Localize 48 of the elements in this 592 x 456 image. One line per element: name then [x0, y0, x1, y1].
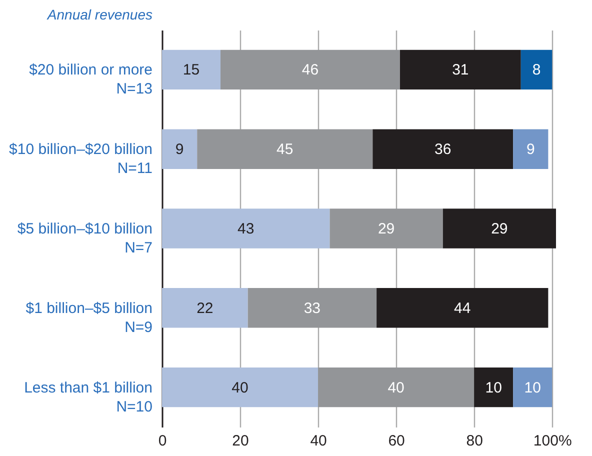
y-tick-label: $5 billion–$10 billion N=7	[17, 220, 152, 256]
data-label: 40	[388, 379, 404, 396]
bar	[442, 208, 556, 248]
data-label: 29	[378, 220, 395, 238]
y-tick-label: Less than $1 billion N=10	[24, 379, 152, 416]
bar	[520, 50, 552, 90]
bar	[318, 367, 474, 408]
data-label: 43	[238, 220, 254, 238]
bar	[162, 367, 318, 408]
y-tick-label: $1 billion–$5 billion N=9	[26, 300, 152, 336]
bar	[330, 208, 443, 248]
x-tick-label: 20	[232, 432, 249, 450]
data-label: 45	[276, 141, 294, 158]
y-axis-title: Annual revenues	[46, 6, 152, 22]
data-label: 9	[526, 141, 535, 158]
y-tick-label: $20 billion or more N=13	[29, 62, 152, 98]
data-label: 40	[232, 379, 248, 396]
data-label: 10	[485, 379, 502, 396]
bar	[162, 129, 198, 169]
data-label: 8	[532, 62, 541, 79]
bar	[162, 288, 248, 328]
data-label: 9	[175, 141, 184, 158]
bar	[376, 288, 548, 328]
x-tick-label: 100%	[533, 432, 572, 450]
x-tick-label: 80	[466, 432, 483, 450]
bar	[513, 367, 552, 408]
data-label: 44	[454, 300, 471, 317]
bar	[372, 129, 514, 169]
y-tick-label: $10 billion–$20 billion N=11	[9, 141, 152, 178]
data-label: 10	[524, 379, 541, 396]
bar	[474, 367, 514, 408]
data-label: 33	[304, 300, 321, 317]
bar	[197, 129, 373, 169]
data-label: 29	[491, 220, 508, 238]
x-tick-label: 0	[158, 432, 167, 450]
data-label: 22	[196, 300, 214, 317]
bar	[248, 288, 377, 328]
bar	[400, 50, 521, 90]
x-tick-label: 60	[388, 432, 405, 450]
bar	[220, 50, 400, 90]
data-label: 36	[434, 141, 452, 158]
bar	[162, 50, 221, 90]
bar	[162, 208, 330, 248]
x-tick-label: 40	[310, 432, 327, 450]
data-label: 46	[302, 62, 319, 79]
bar	[513, 129, 548, 169]
data-label: 31	[452, 62, 469, 79]
data-label: 15	[182, 62, 200, 79]
